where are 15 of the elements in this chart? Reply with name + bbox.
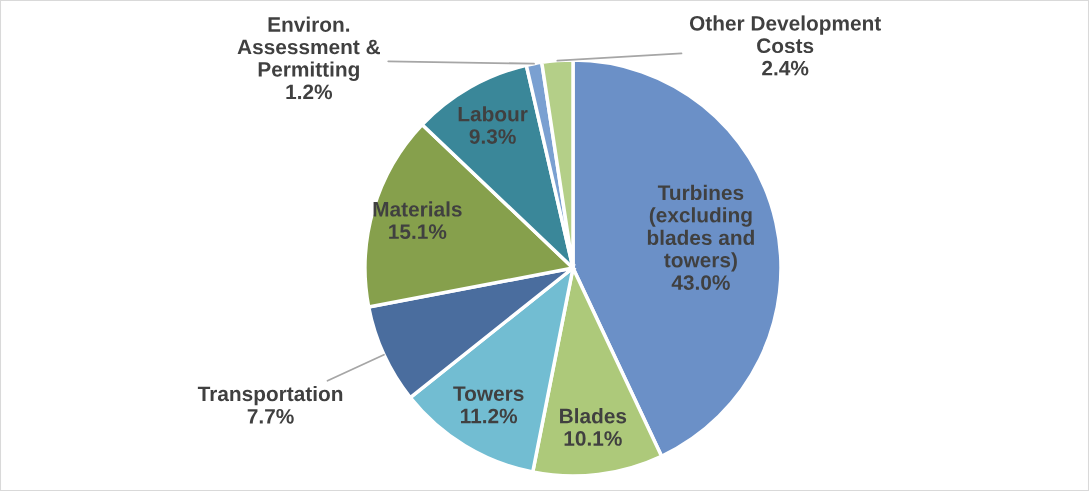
data-label: 2.4% <box>762 60 809 76</box>
slice-label: Blades <box>560 408 627 424</box>
slice-label: Turbines (excluding blades and towers) <box>647 184 754 272</box>
slice-label: Environ. Assessment & Permitting <box>237 16 380 81</box>
data-label: 10.1% <box>564 431 622 446</box>
data-label: 1.2% <box>286 84 333 100</box>
data-label: 43.0% <box>671 275 730 290</box>
data-label: 15.1% <box>389 224 447 240</box>
slice-label: Transportation <box>197 385 343 406</box>
data-label: 7.7% <box>247 408 294 424</box>
slice-label: Labour <box>458 106 528 122</box>
slice-label: Other Development Costs <box>689 15 881 54</box>
data-label: 9.3% <box>469 129 516 144</box>
slice-label: Towers <box>453 386 524 401</box>
data-label: 11.2% <box>461 408 518 424</box>
